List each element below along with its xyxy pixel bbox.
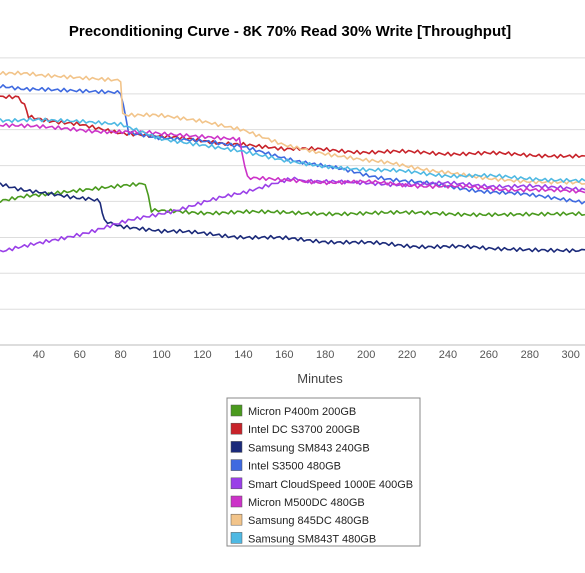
legend-entry: Micron M500DC 480GB: [248, 497, 365, 509]
legend-entry: Samsung SM843T 480GB: [248, 533, 376, 545]
legend-entry: Smart CloudSpeed 1000E 400GB: [248, 479, 413, 491]
legend-entry: Samsung 845DC 480GB: [248, 515, 369, 527]
x-tick-label: 140: [234, 349, 252, 361]
legend-swatch: [230, 441, 243, 453]
x-axis-label: Minutes: [297, 371, 343, 386]
legend-swatch: [230, 404, 243, 417]
series-line-2: [0, 182, 585, 254]
chart-title: Preconditioning Curve - 8K 70% Read 30% …: [69, 23, 511, 40]
legend-swatch: [230, 422, 243, 435]
plot-series: [0, 70, 585, 254]
x-tick-label: 180: [316, 349, 334, 361]
series-line-1: [0, 94, 585, 159]
x-tick-label: 120: [193, 349, 211, 361]
x-tick-label: 80: [115, 349, 127, 361]
legend-entry: Intel DC S3700 200GB: [248, 424, 360, 436]
gridlines: [0, 57, 585, 346]
x-axis-ticks: 40 60 80 100 120 140 160 180 200 220 240 260 280 300: [33, 349, 580, 361]
legend: Micron P400m 200GB Intel DC S3700 200GB Sa…: [226, 397, 421, 547]
legend-swatch: [230, 495, 243, 508]
series-line-3: [0, 84, 585, 205]
series-line-7: [0, 117, 585, 183]
x-tick-label: 300: [562, 349, 580, 361]
legend-entry: Samsung SM843 240GB: [248, 442, 370, 454]
legend-entry: Intel S3500 480GB: [248, 461, 341, 473]
x-tick-label: 240: [439, 349, 457, 361]
legend-entry: Micron P400m 200GB: [248, 406, 356, 418]
x-tick-label: 280: [521, 349, 539, 361]
x-tick-label: 200: [357, 349, 375, 361]
legend-swatch: [230, 459, 243, 471]
series-line-0: [0, 182, 585, 218]
x-tick-label: 100: [152, 349, 170, 361]
x-tick-label: 160: [275, 349, 293, 361]
x-tick-label: 40: [33, 349, 45, 361]
legend-swatch: [230, 477, 243, 490]
series-line-5: [0, 122, 585, 194]
legend-swatch: [230, 532, 243, 544]
legend-swatch: [230, 513, 243, 526]
x-tick-label: 60: [74, 349, 86, 361]
series-line-6: [0, 70, 585, 185]
x-tick-label: 260: [480, 349, 498, 361]
legend-box: [226, 397, 421, 547]
x-tick-label: 220: [398, 349, 416, 361]
